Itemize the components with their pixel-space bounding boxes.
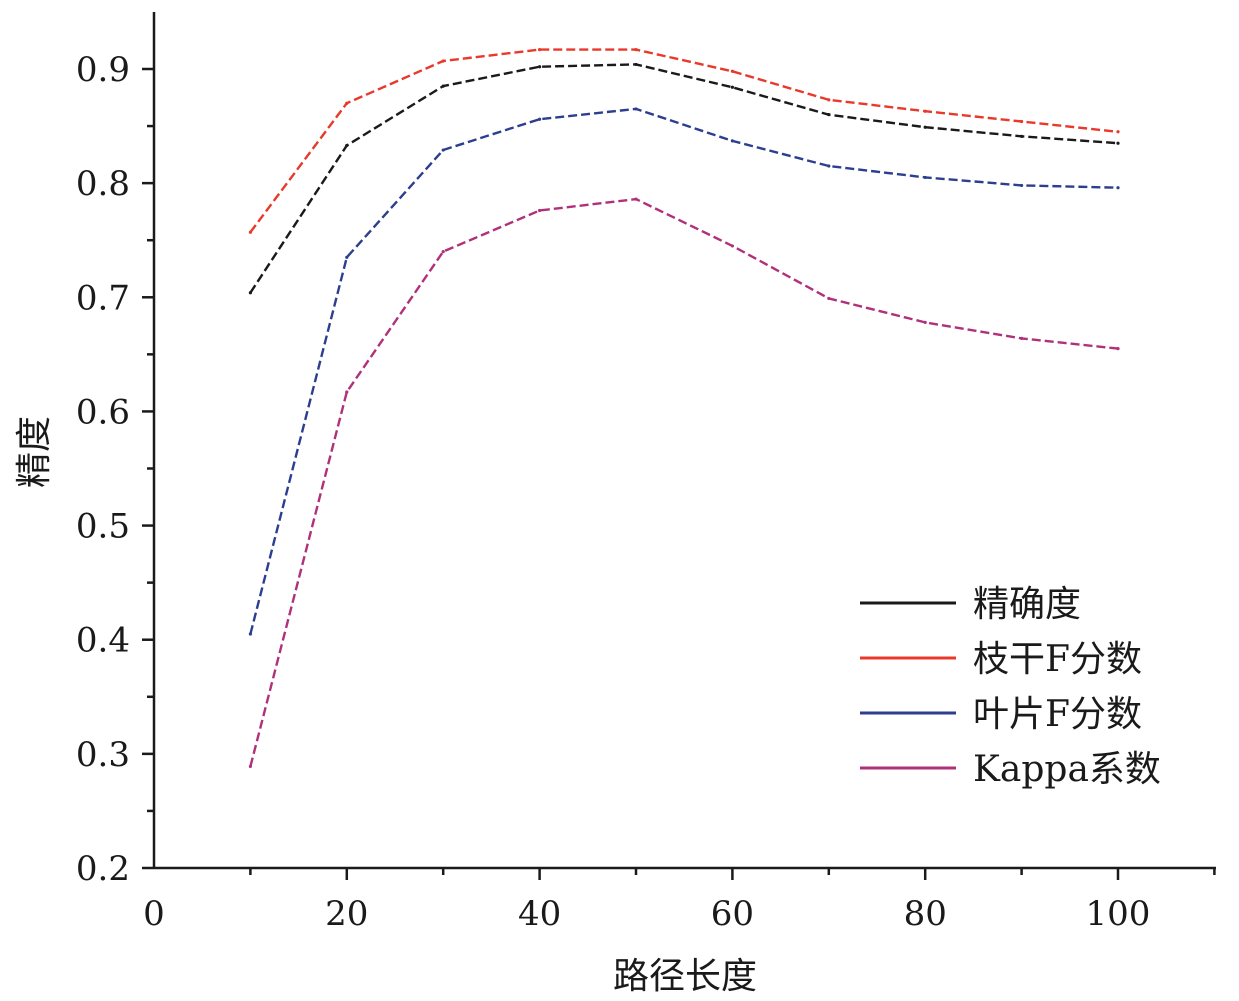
data-point xyxy=(345,390,349,394)
x-tick-label: 100 xyxy=(1086,894,1151,934)
data-point xyxy=(441,59,445,63)
data-point xyxy=(538,47,542,52)
data-point xyxy=(634,197,638,201)
series-line-1 xyxy=(249,63,1119,294)
y-tick-label: 0.8 xyxy=(76,164,130,204)
x-tick-label: 0 xyxy=(143,894,165,934)
series-lines xyxy=(248,47,1120,769)
y-tick-label: 0.2 xyxy=(76,849,130,889)
x-tick-label: 80 xyxy=(904,894,947,934)
x-tick-label: 40 xyxy=(518,894,561,934)
data-point xyxy=(248,764,252,769)
data-point xyxy=(1020,183,1024,188)
data-point xyxy=(248,632,252,636)
data-point xyxy=(923,175,927,180)
data-point xyxy=(1116,141,1120,145)
data-point xyxy=(441,148,445,152)
data-point xyxy=(538,208,542,213)
y-tick-label: 0.6 xyxy=(76,392,130,432)
data-point xyxy=(730,139,735,143)
y-ticks: 0.2 0.3 0.4 0.5 0.6 0.7 0.8 0.9 xyxy=(76,50,154,889)
data-point xyxy=(827,164,831,168)
y-tick-label: 0.3 xyxy=(76,735,130,775)
data-point xyxy=(248,291,252,295)
data-point xyxy=(634,47,638,52)
axes: 0 20 40 60 80 100 0.2 0.3 0.4 0.5 0.6 0.7 0.8 0.9 xyxy=(76,12,1216,934)
legend-label: Kappa系数 xyxy=(973,749,1161,790)
y-tick-label: 0.5 xyxy=(76,507,130,547)
data-point xyxy=(345,101,349,105)
data-point xyxy=(827,296,831,301)
x-ticks: 0 20 40 60 80 100 xyxy=(143,868,1216,934)
x-axis-title: 路径长度 xyxy=(613,956,757,997)
series-line-2 xyxy=(249,48,1119,233)
data-point xyxy=(1020,119,1024,124)
y-tick-label: 0.4 xyxy=(76,621,130,661)
legend-label: 枝干F分数 xyxy=(973,639,1142,680)
data-point xyxy=(441,84,445,88)
data-point xyxy=(1020,336,1024,340)
y-axis-title: 精度 xyxy=(14,416,55,488)
x-tick-label: 60 xyxy=(711,894,754,934)
legend-label: 叶片F分数 xyxy=(973,694,1142,735)
data-point xyxy=(923,109,927,113)
data-point xyxy=(1116,186,1120,190)
data-point xyxy=(1116,347,1120,351)
series-line-4 xyxy=(249,197,1119,767)
data-point xyxy=(538,117,542,121)
data-point xyxy=(248,230,252,234)
data-point xyxy=(345,143,349,148)
data-point xyxy=(730,244,735,248)
data-point xyxy=(634,107,638,111)
data-point xyxy=(1020,134,1024,138)
data-point xyxy=(634,62,638,67)
data-point xyxy=(730,69,735,73)
x-tick-label: 20 xyxy=(325,894,368,934)
data-point xyxy=(345,255,349,259)
data-point xyxy=(923,125,927,129)
data-point xyxy=(538,65,542,69)
y-tick-label: 0.7 xyxy=(76,278,130,318)
data-point xyxy=(441,250,445,254)
data-point xyxy=(730,85,735,89)
series-line-3 xyxy=(249,107,1119,635)
data-point xyxy=(827,98,831,102)
data-point xyxy=(827,113,831,117)
data-point xyxy=(923,320,927,324)
legend-label: 精确度 xyxy=(973,584,1081,625)
y-tick-label: 0.9 xyxy=(76,50,130,90)
data-point xyxy=(1116,130,1120,134)
